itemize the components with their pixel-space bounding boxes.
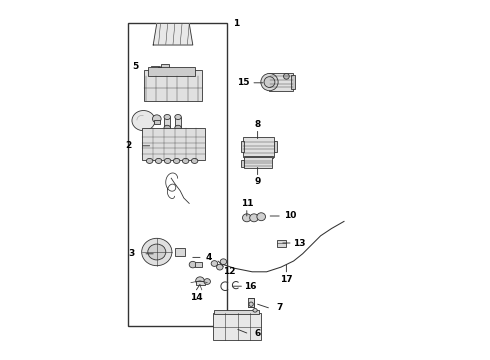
- Bar: [143, 128, 205, 160]
- Ellipse shape: [196, 277, 204, 285]
- Ellipse shape: [132, 111, 155, 131]
- Bar: [245, 157, 272, 168]
- Text: 2: 2: [125, 141, 131, 150]
- Text: 8: 8: [254, 120, 261, 129]
- Ellipse shape: [164, 125, 171, 130]
- Bar: [291, 75, 294, 89]
- Text: 4: 4: [206, 253, 212, 262]
- Text: 16: 16: [244, 282, 257, 291]
- Bar: [162, 64, 170, 69]
- Bar: [243, 137, 274, 157]
- Bar: [270, 73, 293, 91]
- Ellipse shape: [211, 261, 218, 266]
- Ellipse shape: [148, 244, 166, 260]
- Bar: [215, 310, 259, 314]
- Ellipse shape: [189, 261, 196, 268]
- Text: 7: 7: [276, 303, 282, 312]
- Bar: [175, 117, 181, 128]
- Ellipse shape: [204, 279, 210, 284]
- Bar: [164, 117, 171, 128]
- Text: 3: 3: [128, 249, 135, 258]
- Ellipse shape: [284, 73, 289, 79]
- Text: 5: 5: [132, 62, 138, 71]
- Bar: [277, 240, 286, 247]
- Ellipse shape: [250, 214, 258, 222]
- Bar: [148, 67, 195, 76]
- Ellipse shape: [253, 309, 257, 312]
- Ellipse shape: [164, 158, 171, 163]
- Bar: [274, 141, 277, 152]
- Ellipse shape: [175, 125, 181, 130]
- Bar: [241, 141, 244, 152]
- Bar: [144, 70, 202, 101]
- Bar: [196, 281, 205, 285]
- Polygon shape: [153, 23, 193, 45]
- Bar: [248, 298, 254, 307]
- Bar: [213, 313, 261, 340]
- Ellipse shape: [155, 158, 162, 163]
- Ellipse shape: [192, 158, 198, 163]
- Ellipse shape: [257, 213, 266, 221]
- Bar: [154, 120, 160, 124]
- Text: 12: 12: [222, 267, 235, 276]
- Bar: [244, 156, 273, 158]
- Ellipse shape: [164, 114, 171, 120]
- Ellipse shape: [264, 77, 275, 87]
- Ellipse shape: [220, 259, 227, 265]
- Text: 1: 1: [233, 19, 239, 28]
- Ellipse shape: [249, 302, 253, 306]
- Text: 11: 11: [241, 199, 253, 208]
- Ellipse shape: [173, 158, 180, 163]
- Ellipse shape: [147, 158, 153, 163]
- Ellipse shape: [142, 238, 172, 266]
- Ellipse shape: [182, 158, 189, 163]
- Text: 10: 10: [284, 211, 296, 220]
- Bar: [241, 160, 244, 167]
- Bar: [175, 248, 185, 256]
- Text: 15: 15: [237, 78, 249, 87]
- Text: 13: 13: [293, 238, 305, 248]
- Ellipse shape: [243, 214, 251, 222]
- Ellipse shape: [261, 73, 278, 91]
- Text: 14: 14: [190, 292, 203, 302]
- Bar: [128, 23, 227, 326]
- Ellipse shape: [217, 264, 223, 270]
- Text: 9: 9: [254, 177, 261, 186]
- Ellipse shape: [175, 114, 181, 120]
- Bar: [195, 262, 202, 267]
- Ellipse shape: [152, 115, 161, 123]
- Text: 6: 6: [254, 328, 261, 338]
- Text: 17: 17: [280, 274, 293, 284]
